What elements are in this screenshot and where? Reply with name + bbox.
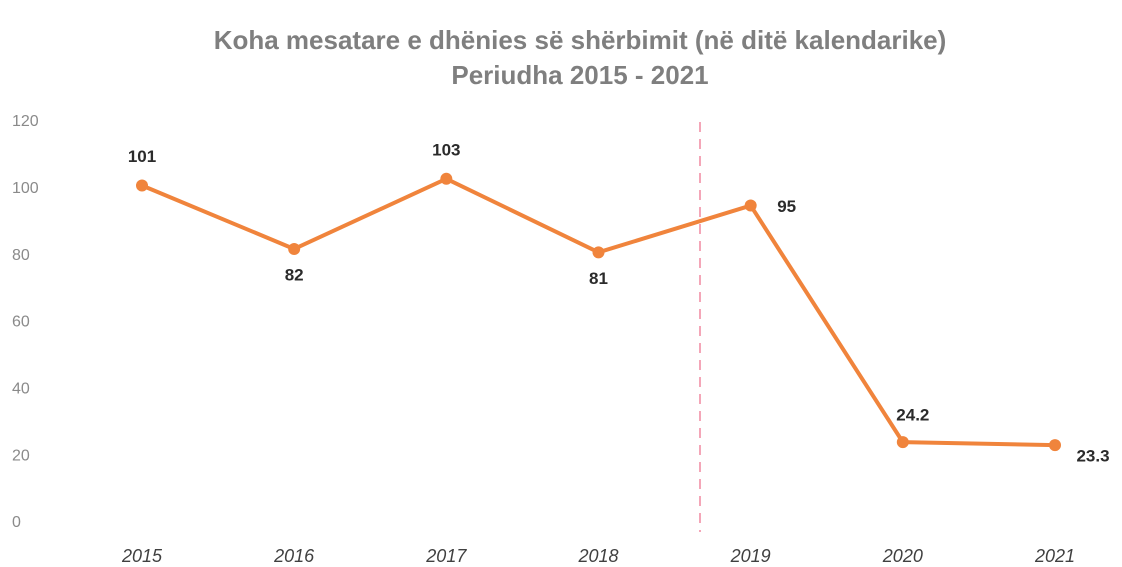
y-tick-label: 0 [12, 514, 21, 531]
x-tick-label: 2020 [882, 546, 923, 566]
y-tick-label: 20 [12, 447, 30, 464]
x-tick-label: 2017 [425, 546, 467, 566]
x-tick-label: 2021 [1034, 546, 1075, 566]
marker [896, 436, 909, 449]
data-label: 103 [432, 140, 460, 159]
marker [288, 242, 301, 255]
marker [440, 172, 453, 185]
marker [744, 199, 757, 212]
y-tick-label: 40 [12, 381, 30, 398]
y-tick-label: 120 [12, 113, 39, 130]
data-label: 23.3 [1076, 447, 1109, 466]
x-tick-label: 2019 [730, 546, 771, 566]
marker [1049, 439, 1061, 452]
data-label: 101 [128, 147, 156, 166]
data-label: 95 [777, 197, 796, 216]
data-label: 81 [589, 269, 608, 288]
data-label: 82 [285, 265, 304, 284]
y-tick-label: 60 [12, 314, 30, 331]
marker [592, 246, 605, 259]
y-tick-label: 80 [12, 247, 30, 264]
x-tick-label: 2015 [121, 546, 163, 566]
data-label: 24.2 [896, 406, 929, 425]
marker [136, 179, 148, 192]
x-tick-label: 2016 [273, 546, 315, 566]
x-tick-label: 2018 [577, 546, 618, 566]
chart-subtitle: Periudha 2015 - 2021 [451, 60, 708, 90]
y-tick-label: 100 [12, 180, 39, 197]
chart-title: Koha mesatare e dhënies së shërbimit (në… [214, 25, 947, 55]
